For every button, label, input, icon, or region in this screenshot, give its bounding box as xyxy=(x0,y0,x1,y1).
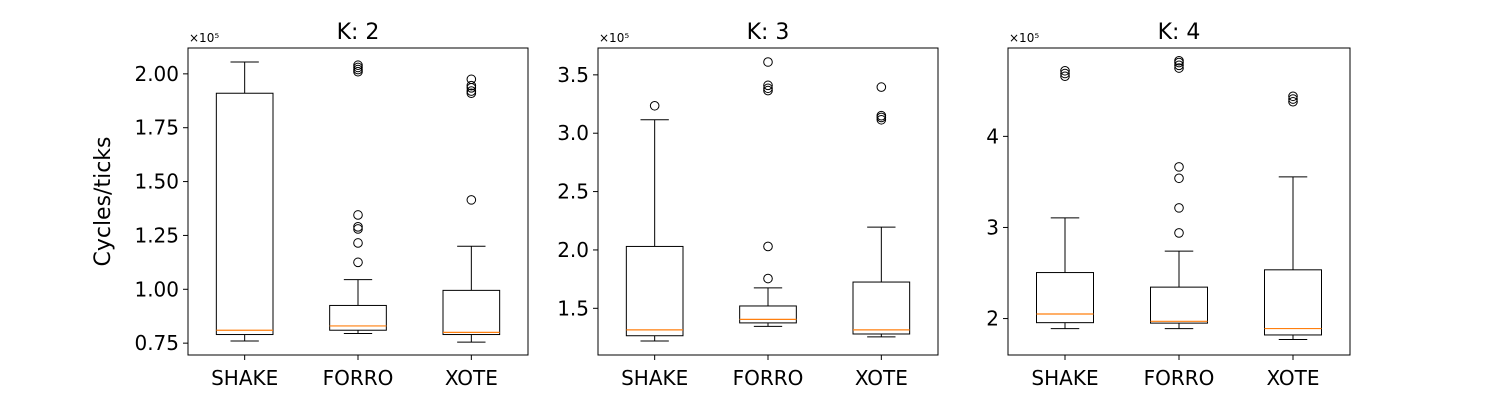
x-tick-label: SHAKE xyxy=(621,366,688,390)
outlier-point xyxy=(876,82,887,92)
box-iqr xyxy=(215,92,274,336)
y-scale-label: ×10⁵ xyxy=(599,31,629,45)
box-shake xyxy=(1036,65,1094,330)
x-tick-label: FORRO xyxy=(733,366,804,390)
axes-frame xyxy=(1007,47,1351,356)
outlier-point xyxy=(466,86,477,96)
subplot-3: 2 3 4 SHAKE FORRO XOTE K: 4 ×10⁵ xyxy=(986,20,1351,390)
outlier-point xyxy=(466,80,477,91)
subplot-1: 0.75 1.00 1.25 1.50 1.75 2.00 SHAKE FORRO XOTE K:… xyxy=(91,20,529,390)
outlier-point xyxy=(353,257,363,268)
outlier-point xyxy=(1174,55,1184,66)
box-iqr xyxy=(625,245,684,337)
y-scale-label: ×10⁵ xyxy=(1009,31,1039,45)
outlier-point xyxy=(353,66,363,77)
subplot-2: 1.5 2.0 2.5 3.0 3.5 SHAKE FORRO XOTE K: 3 ×10⁵ xyxy=(557,20,939,390)
outlier-point xyxy=(763,57,773,67)
outlier-point xyxy=(353,224,363,234)
x-tick-label: FORRO xyxy=(1144,366,1215,390)
subplot-title: K: 3 xyxy=(747,20,790,45)
outlier-point xyxy=(1174,173,1184,184)
outlier-point xyxy=(466,74,477,85)
box-xote xyxy=(1264,91,1322,341)
y-tick-label: 2 xyxy=(986,307,999,331)
outlier-point xyxy=(1288,91,1298,102)
y-tick-label: 1.25 xyxy=(134,223,179,247)
outlier-point xyxy=(763,273,773,284)
y-tick-label: 1.00 xyxy=(134,277,179,301)
outlier-point xyxy=(1060,68,1070,79)
outlier-point xyxy=(353,238,363,248)
outlier-point xyxy=(1060,65,1070,76)
subplot-title: K: 2 xyxy=(337,20,380,45)
y-tick-label: 1.75 xyxy=(134,116,179,140)
y-scale-label: ×10⁵ xyxy=(189,31,219,45)
box-iqr xyxy=(739,305,797,324)
box-iqr xyxy=(329,304,387,331)
outlier-point xyxy=(466,195,477,205)
outlier-point xyxy=(763,241,773,252)
y-tick-label: 2.0 xyxy=(557,238,589,262)
y-tick-label: 3.0 xyxy=(557,121,589,145)
y-tick-label: 4 xyxy=(986,124,999,148)
outlier-point xyxy=(1174,60,1184,71)
y-tick-label: 0.75 xyxy=(134,331,179,355)
outlier-point xyxy=(763,80,773,91)
y-tick-label: 2.00 xyxy=(134,62,179,86)
x-tick-label: FORRO xyxy=(323,366,394,390)
outlier-point xyxy=(1174,63,1184,73)
outlier-point xyxy=(353,62,363,73)
outlier-point xyxy=(353,222,363,232)
outlier-point xyxy=(1060,71,1070,82)
box-xote xyxy=(442,74,501,343)
box-iqr xyxy=(1264,269,1322,336)
outlier-point xyxy=(1174,162,1184,172)
outlier-point xyxy=(1174,203,1184,213)
outlier-point xyxy=(763,85,773,96)
outlier-point xyxy=(1288,94,1298,104)
y-tick-label: 1.5 xyxy=(557,296,589,320)
x-tick-label: XOTE xyxy=(445,366,498,390)
box-forro xyxy=(1150,55,1208,330)
box-iqr xyxy=(442,289,501,336)
outlier-point xyxy=(1288,96,1298,107)
box-iqr xyxy=(1036,272,1094,324)
box-iqr xyxy=(852,281,911,335)
outlier-point xyxy=(466,88,477,99)
subplot-title: K: 4 xyxy=(1158,20,1201,45)
y-tick-label: 3 xyxy=(986,215,999,239)
outlier-point xyxy=(1174,228,1184,238)
y-tick-label: 3.5 xyxy=(557,63,589,87)
outlier-point xyxy=(353,64,363,75)
outlier-point xyxy=(353,210,363,220)
outlier-point xyxy=(649,100,660,111)
x-tick-label: XOTE xyxy=(1266,366,1319,390)
x-tick-label: SHAKE xyxy=(1031,366,1098,390)
outlier-point xyxy=(353,60,363,71)
box-forro xyxy=(739,57,797,327)
x-tick-label: XOTE xyxy=(855,366,908,390)
box-shake xyxy=(215,61,274,342)
axes-frame xyxy=(597,47,939,356)
outlier-point xyxy=(763,83,773,94)
x-tick-label: SHAKE xyxy=(211,366,278,390)
box-shake xyxy=(625,100,684,342)
y-axis-label: Cycles/ticks xyxy=(91,136,116,266)
box-forro xyxy=(329,60,387,334)
outlier-point xyxy=(876,110,887,121)
y-tick-label: 2.5 xyxy=(557,180,589,204)
y-tick-label: 1.50 xyxy=(134,170,179,194)
box-iqr xyxy=(1150,286,1208,324)
box-xote xyxy=(852,82,911,338)
axes-frame xyxy=(187,47,529,356)
outlier-point xyxy=(876,114,887,125)
